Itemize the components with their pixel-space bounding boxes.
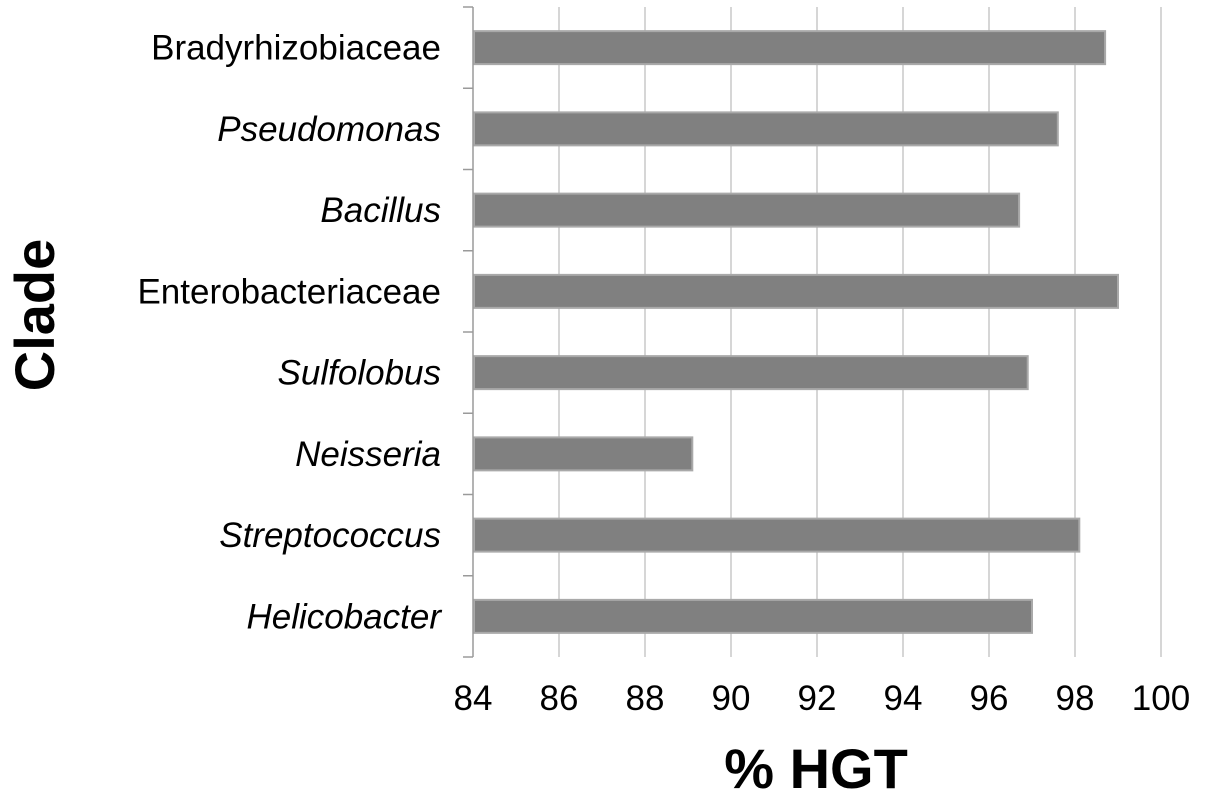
bar-enterobacteriaceae bbox=[473, 273, 1119, 309]
x-tick-label: 90 bbox=[712, 679, 751, 718]
x-tick-label: 98 bbox=[1056, 679, 1095, 718]
bar-pseudomonas bbox=[473, 111, 1059, 147]
x-tick-label: 86 bbox=[540, 679, 579, 718]
bar-sulfolobus bbox=[473, 355, 1029, 391]
x-tick-label: 94 bbox=[884, 679, 923, 718]
category-label-sulfolobus: Sulfolobus bbox=[278, 354, 441, 393]
y-axis-title: Clade bbox=[3, 239, 66, 392]
category-label-bacillus: Bacillus bbox=[320, 191, 441, 230]
x-tick-label: 96 bbox=[970, 679, 1009, 718]
gridlines bbox=[558, 7, 1162, 657]
category-label-helicobacter: Helicobacter bbox=[246, 597, 442, 636]
bar-streptococcus bbox=[473, 517, 1081, 553]
x-axis-title: % HGT bbox=[724, 737, 908, 800]
bar-bacillus bbox=[473, 192, 1021, 228]
x-tick-label: 100 bbox=[1132, 679, 1190, 718]
category-label-streptococcus: Streptococcus bbox=[219, 516, 441, 555]
y-axis bbox=[463, 6, 474, 658]
category-label-bradyrhizobiaceae: Bradyrhizobiaceae bbox=[151, 29, 441, 68]
bar-bradyrhizobiaceae bbox=[473, 30, 1107, 66]
category-labels: Bradyrhizobiaceae Pseudomonas Bacillus Ente… bbox=[137, 29, 442, 637]
bar-neisseria bbox=[473, 436, 694, 472]
category-label-neisseria: Neisseria bbox=[295, 435, 441, 474]
bars bbox=[473, 30, 1119, 634]
x-tick-label: 84 bbox=[454, 679, 493, 718]
category-label-pseudomonas: Pseudomonas bbox=[217, 110, 441, 149]
x-tick-labels: 84 86 88 90 92 94 96 98 100 bbox=[454, 679, 1191, 718]
x-tick-label: 88 bbox=[626, 679, 665, 718]
category-label-enterobacteriaceae: Enterobacteriaceae bbox=[137, 272, 441, 311]
bar-helicobacter bbox=[473, 598, 1033, 634]
x-tick-label: 92 bbox=[798, 679, 837, 718]
